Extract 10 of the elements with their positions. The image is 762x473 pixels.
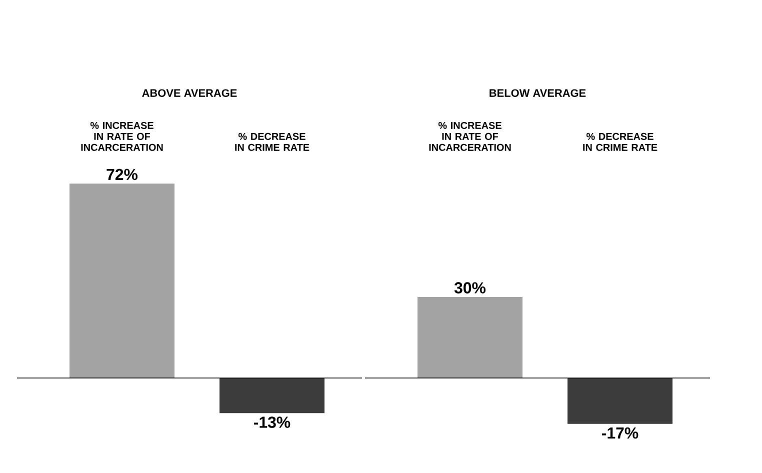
data-label: 30% xyxy=(454,282,486,294)
chart-title: BELOW AVERAGE xyxy=(490,89,586,97)
data-label: -17% xyxy=(602,427,638,439)
x-tick-label: % DECREASE IN CRIME RATE xyxy=(235,132,310,151)
x-tick-label: % INCREASE IN RATE OF INCARCERATION xyxy=(81,122,163,151)
data-label: 72% xyxy=(106,168,138,180)
x-tick-label: % INCREASE IN RATE OF INCARCERATION xyxy=(429,122,511,151)
chart-title: ABOVE AVERAGE xyxy=(142,89,237,97)
x-tick-label: % DECREASE IN CRIME RATE xyxy=(583,132,658,151)
data-label: -13% xyxy=(254,416,290,428)
